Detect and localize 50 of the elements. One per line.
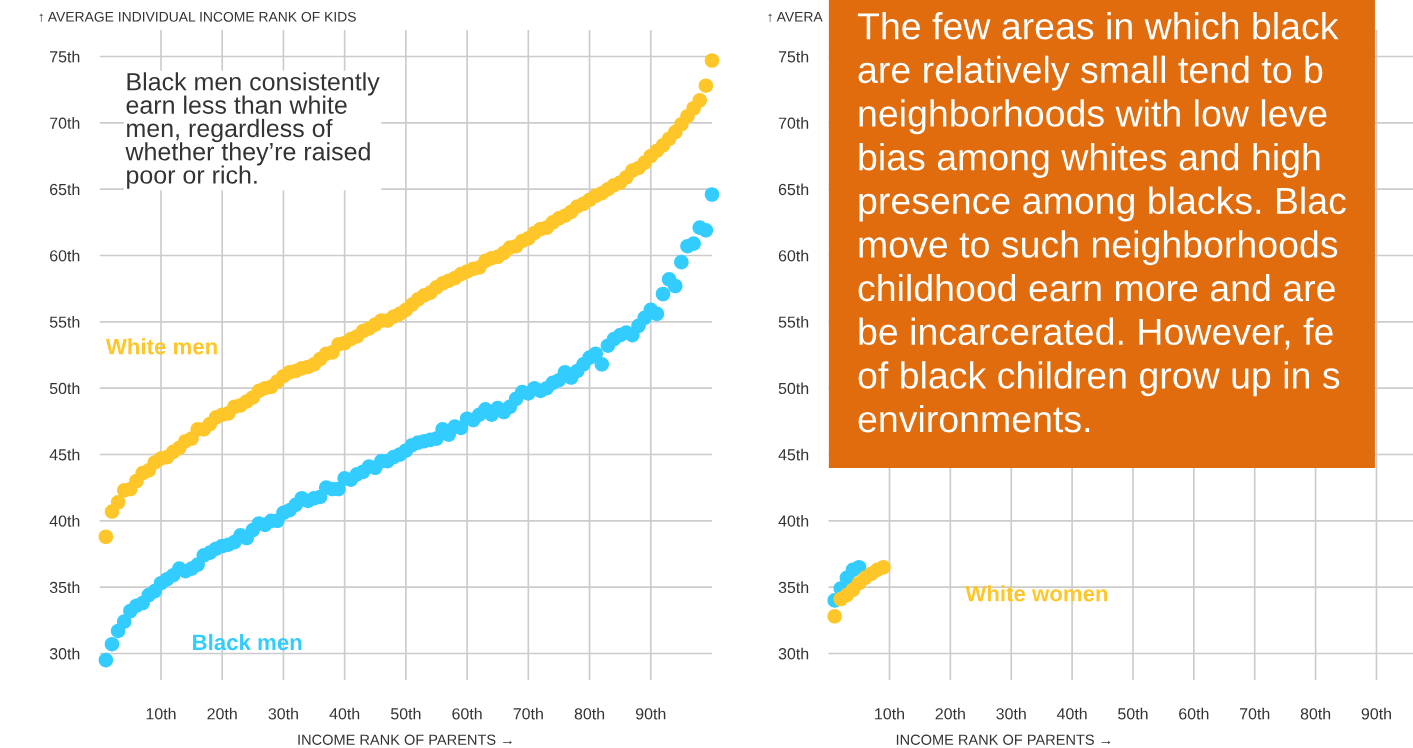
y-tick-label: 40th xyxy=(49,515,80,527)
text: Black men xyxy=(193,633,302,651)
x-tick-label: 70th xyxy=(513,707,543,720)
point xyxy=(851,559,867,575)
text: White men xyxy=(105,338,217,355)
point xyxy=(827,609,842,624)
x-tick-label: 90th xyxy=(635,707,666,720)
y-tick-label: 50th xyxy=(49,382,80,395)
x-tick-label: 40th xyxy=(1056,707,1087,720)
y-tick-label: 65th xyxy=(778,183,809,196)
x-tick-label: 10th xyxy=(875,707,904,720)
x-tick-label: 60th xyxy=(452,707,482,720)
x-tick-label: 40th xyxy=(329,707,360,720)
y-tick-label: 60th xyxy=(778,249,809,262)
y-tick-label: 65th xyxy=(50,183,80,196)
y-tick-label: 70th xyxy=(778,117,809,129)
y-axis-title: ↑ AVERA xyxy=(768,12,823,23)
y-tick-label: 75th xyxy=(778,50,809,63)
x-tick-label: 80th xyxy=(574,707,605,720)
y-tick-label: 50th xyxy=(778,382,809,395)
x-tick-label: 10th xyxy=(146,707,176,720)
x-tick-label: 90th xyxy=(1361,707,1391,720)
annotation: Black men consistently earn less than white men, regardless of whether they’re raised poor or rich. xyxy=(125,72,380,189)
y-tick-label: 70th xyxy=(50,117,80,129)
x-tick-label: 50th xyxy=(390,707,421,720)
x-tick-label: 70th xyxy=(1240,707,1270,720)
y-tick-label: 35th xyxy=(778,581,809,594)
y-tick-label: 40th xyxy=(778,515,809,527)
x-tick-label: 20th xyxy=(207,707,237,720)
x-tick-label: 50th xyxy=(1118,707,1148,720)
y-tick-label: 75th xyxy=(50,50,80,63)
point xyxy=(876,559,891,575)
y-tick-label: 45th xyxy=(49,448,80,461)
text: The few areas in which black are relatively small tend to b neighborhoods with low leve bias among whites and high presence among blacks. Blac move to such neighborhoods childhood earn more and are be incarcerated. However, fe of black children grow up in s environments. xyxy=(857,12,1346,433)
y-axis-title: ↑ AVERAGE INDIVIDUAL INCOME RANK OF KIDS xyxy=(39,11,356,23)
y-tick-label: 30th xyxy=(49,647,80,660)
x-tick-label: 30th xyxy=(996,707,1026,720)
y-tick-label: 45th xyxy=(778,448,809,461)
y-tick-label: 30th xyxy=(778,647,809,660)
x-tick-label: 80th xyxy=(1300,707,1331,720)
x-tick-label: 30th xyxy=(268,707,298,720)
x-axis-title: INCOME RANK OF PARENTS → xyxy=(896,734,1111,745)
y-tick-label: 60th xyxy=(50,249,80,262)
text: White women xyxy=(965,585,1108,602)
x-axis-title: INCOME RANK OF PARENTS → xyxy=(298,734,512,745)
y-tick-label: 55th xyxy=(49,316,80,328)
y-tick-label: 55th xyxy=(778,316,809,328)
y-tick-label: 35th xyxy=(49,581,80,594)
x-tick-label: 60th xyxy=(1179,707,1209,720)
x-tick-label: 20th xyxy=(935,707,965,720)
